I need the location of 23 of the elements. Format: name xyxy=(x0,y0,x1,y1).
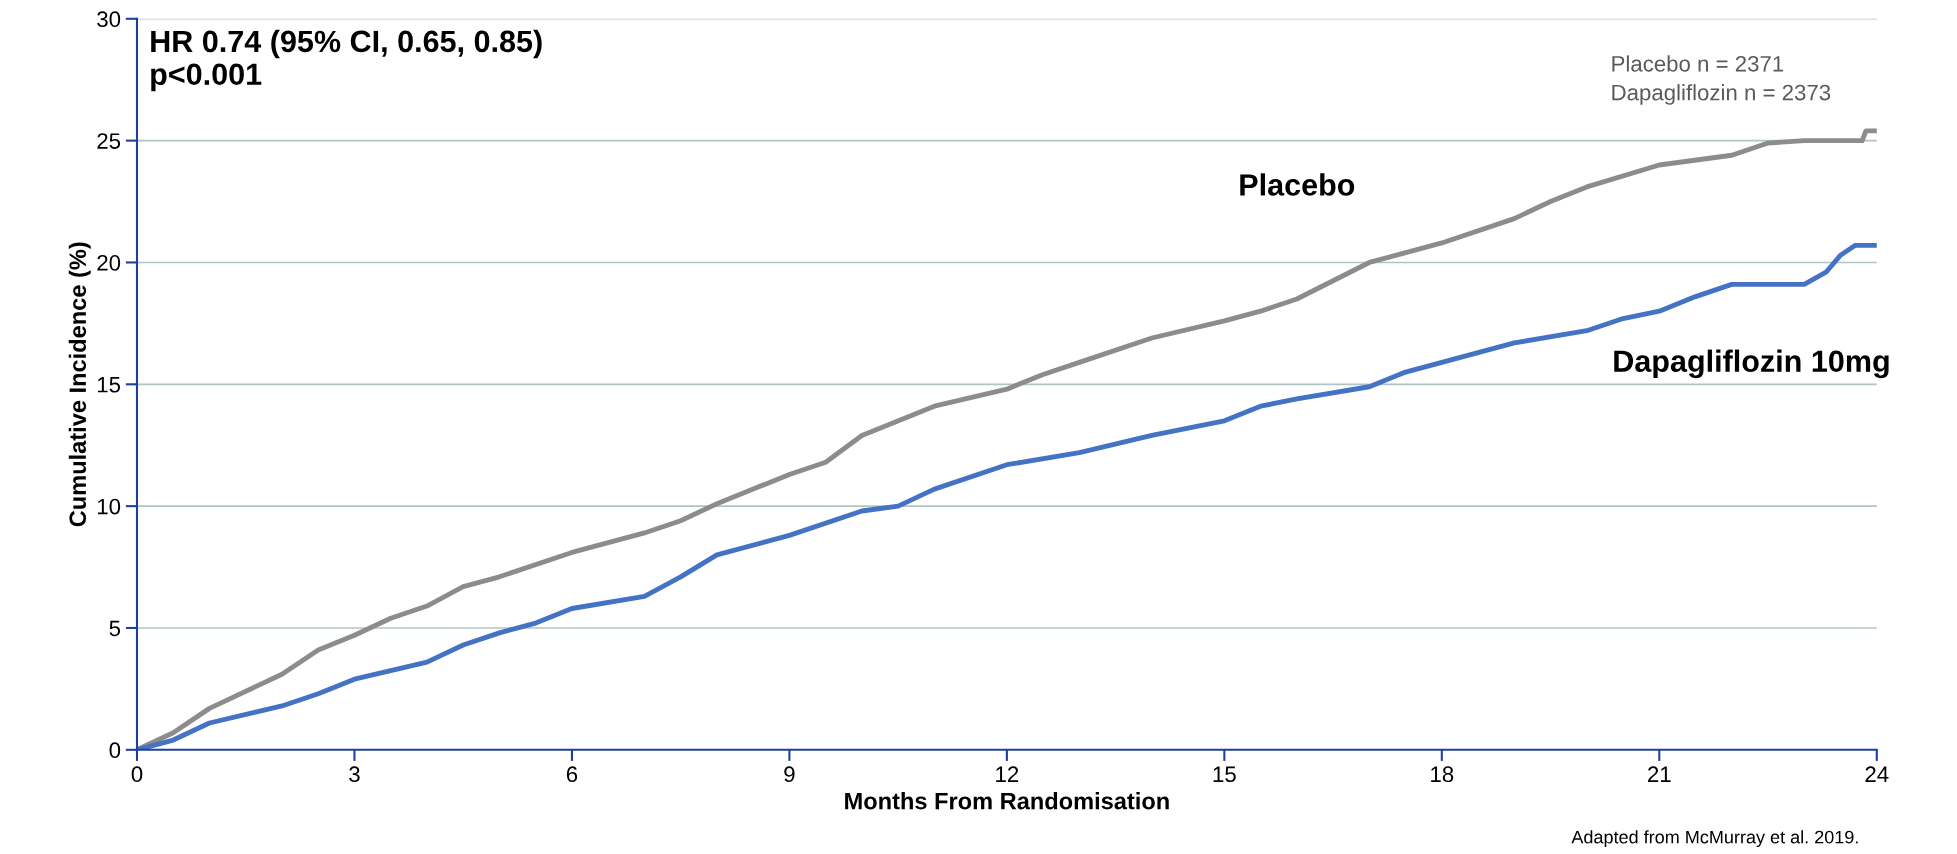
text: Placebo xyxy=(1240,173,1355,196)
x-tick-label: 15 xyxy=(1213,766,1236,783)
y-axis-title: Cumulative Incidence (%) xyxy=(68,242,91,527)
x-tick-label: 12 xyxy=(996,766,1019,782)
y-tick-label: 10 xyxy=(98,498,121,515)
x-tick-label: 21 xyxy=(1648,766,1671,782)
x-axis-title: Months From Randomisation xyxy=(845,792,1169,810)
x-tick-label: 0 xyxy=(131,766,143,783)
y-tick-label: 25 xyxy=(97,133,121,149)
text: Adapted from McMurray et al. 2019. xyxy=(1571,830,1858,848)
y-tick-label: 5 xyxy=(109,620,121,637)
x-tick-label: 9 xyxy=(784,766,795,783)
y-tick-label: 0 xyxy=(109,742,121,759)
annotation: HR 0.74 (95% CI, 0.65, 0.85) p<0.001 xyxy=(151,29,542,92)
x-tick-label: 6 xyxy=(566,766,578,783)
y-tick-label: 20 xyxy=(97,255,121,271)
y-tick-label: 15 xyxy=(98,377,121,393)
y-tick-label: 30 xyxy=(97,11,121,28)
annotation: Placebo n = 2371 Dapagliflozin n = 2373 xyxy=(1612,55,1831,105)
series-label: Dapagliflozin 10mg xyxy=(1614,349,1889,379)
x-tick-label: 18 xyxy=(1431,766,1454,783)
x-tick-label: 24 xyxy=(1865,766,1889,782)
x-tick-label: 3 xyxy=(349,766,360,783)
